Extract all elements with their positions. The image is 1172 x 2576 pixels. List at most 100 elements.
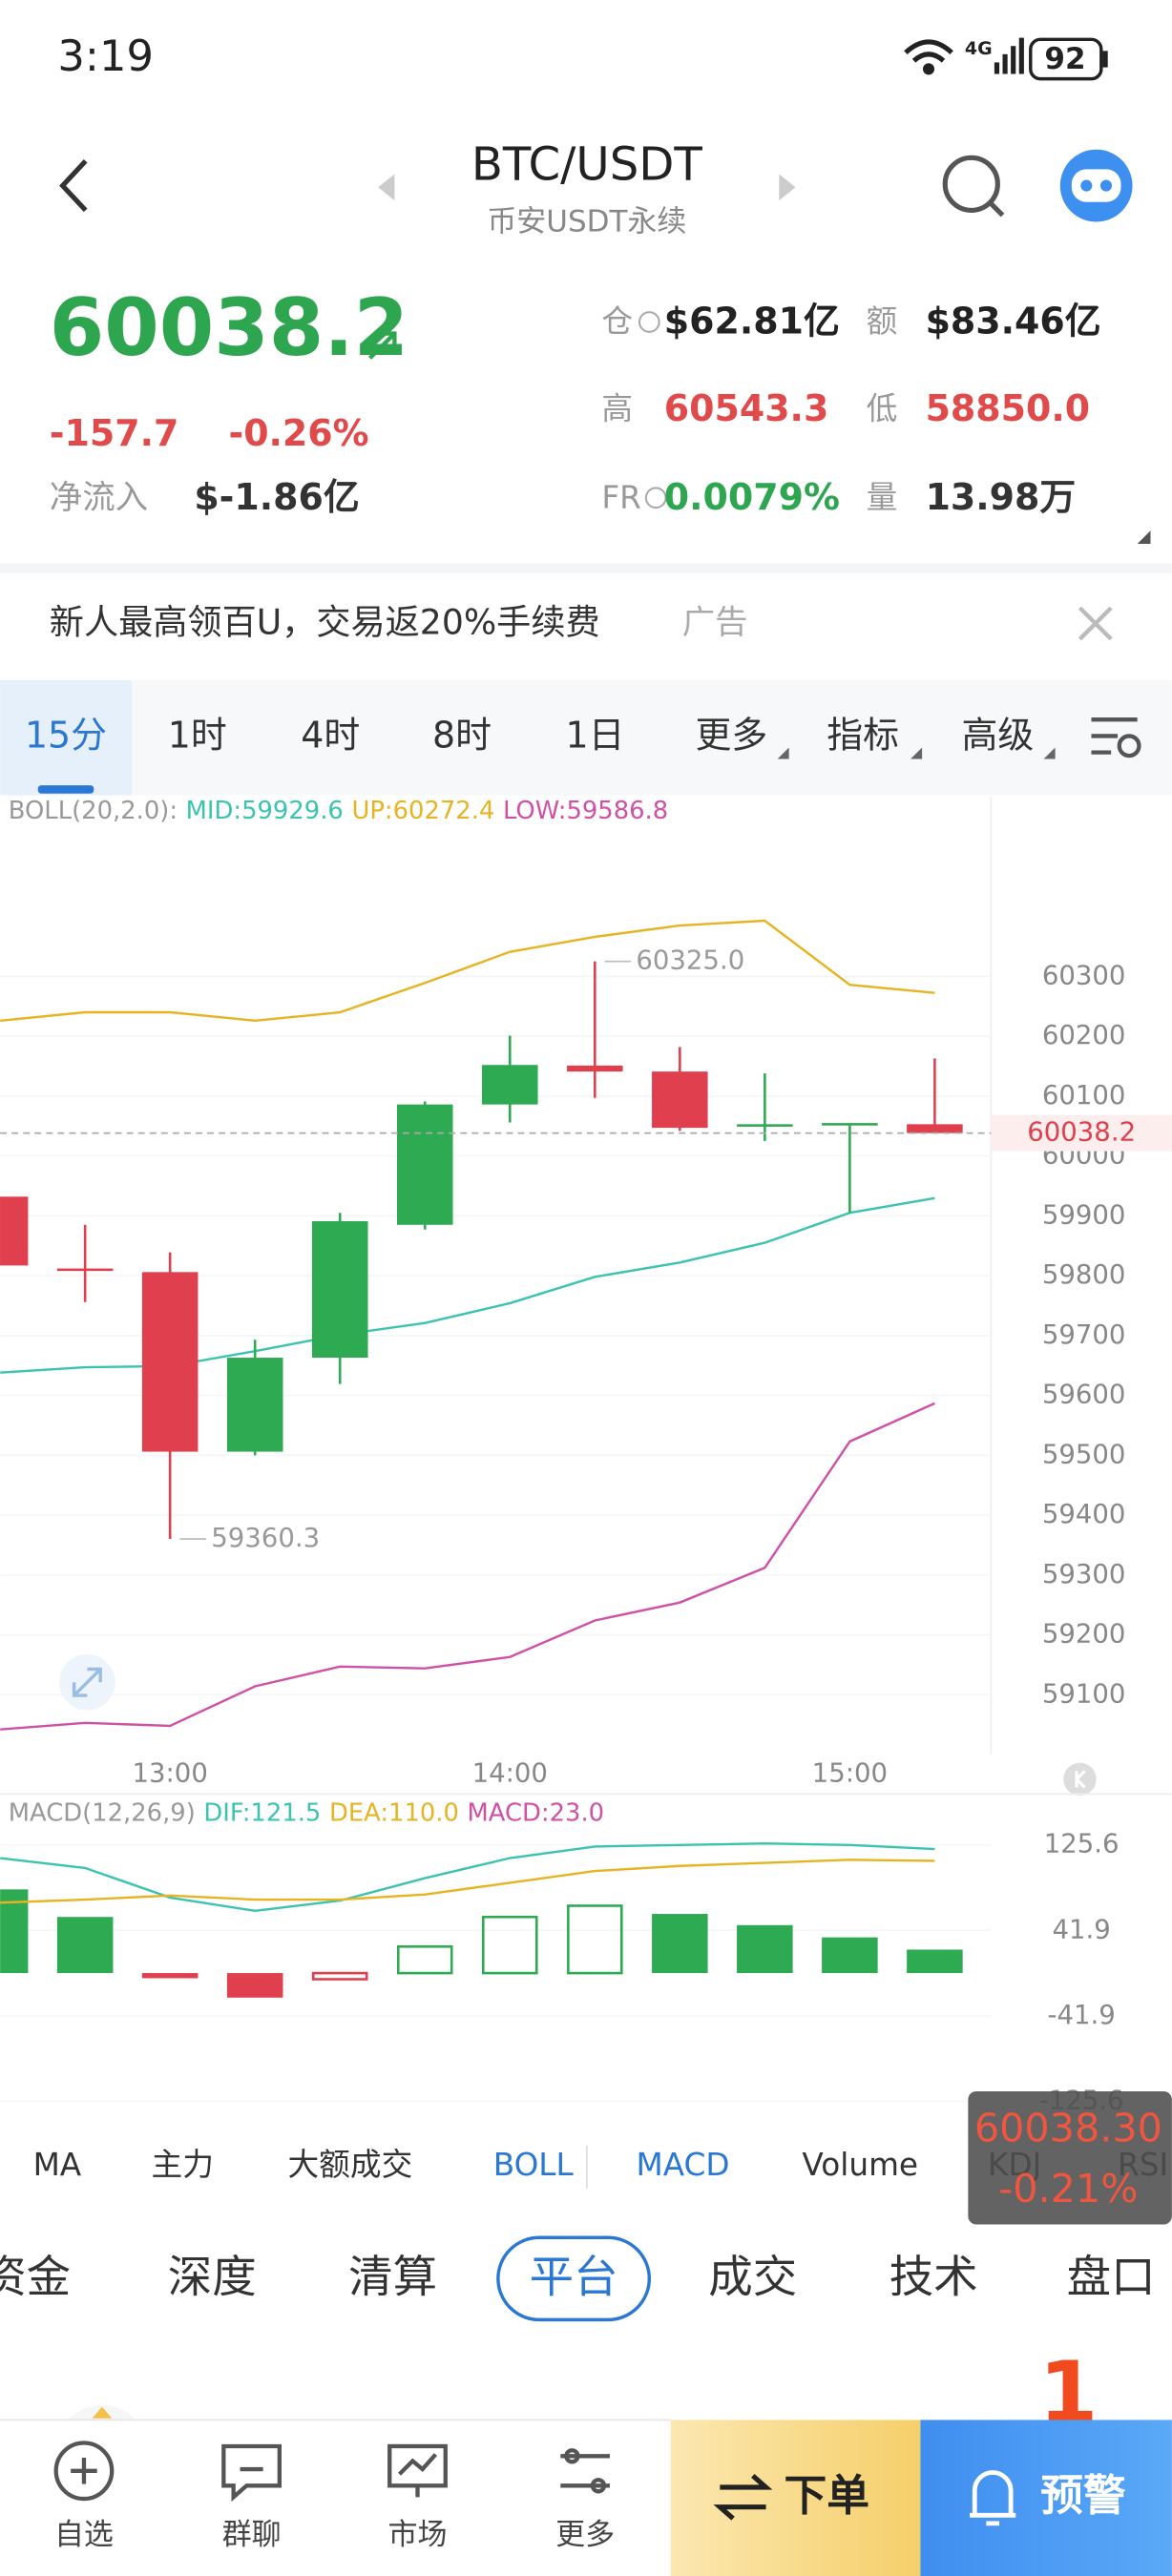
alert-button[interactable] [920,2420,1172,2576]
candle-body [822,1123,878,1126]
next-symbol[interactable] [779,174,796,201]
timeframe-tab[interactable]: 高级 [961,715,1034,757]
timeframe-tab[interactable]: 8时 [432,715,492,757]
wifi-icon [904,39,953,75]
stat-label: 仓 [601,303,633,340]
y-tick-label: 41.9 [1052,1914,1110,1944]
legend-entry: UP:60272.4 [351,797,494,825]
nav-label[interactable]: 市场 [388,2518,448,2552]
macd-bar [56,1917,114,1974]
nav-icon[interactable] [53,2441,115,2502]
stat-label: FR [601,479,641,515]
info-icon[interactable] [638,311,660,333]
timeframe-bar [0,679,1172,796]
last-price-tag [991,1114,1172,1152]
price-popup: 60038.30 -0.21% [968,2091,1172,2225]
network-type: 4G [965,38,993,59]
kline-plot [0,919,963,1731]
section-tab[interactable]: 成交 [708,2252,797,2303]
nav-label[interactable]: 自选 [54,2518,114,2552]
stat-label: 低 [867,390,898,426]
macd-bar [311,1971,368,1981]
y-tick-label: 59800 [1042,1259,1126,1290]
candle-body [482,1065,538,1105]
ad-close[interactable] [1078,606,1113,641]
nav-icon[interactable] [221,2443,283,2503]
indicator-tab[interactable]: Volume [802,2147,918,2183]
ad-banner[interactable]: 新人最高领百U，交易返20%手续费 广告 [50,601,1113,642]
x-tick-label: 14:00 [472,1758,548,1789]
section-tab[interactable]: 技术 [889,2252,978,2303]
net-inflow-label: 净流入 [50,479,148,517]
stat-value: 60543.3 [664,387,829,429]
timeframe-tab[interactable]: 15分 [25,715,107,757]
prev-symbol[interactable] [378,174,395,201]
battery-tip [1102,51,1108,68]
fullscreen-button[interactable] [59,1653,115,1711]
boll-line [0,1196,935,1374]
chart-settings[interactable] [1091,717,1141,758]
y-tick-label: 60300 [1042,960,1126,990]
legend-entry: DIF:121.5 [203,1799,321,1828]
boll-line [0,1402,935,1731]
stat-value: 13.98万 [926,476,1077,518]
legend-title: BOLL(20,2.0): [9,797,178,825]
search-button[interactable] [942,155,1005,218]
nav-icon[interactable] [560,2448,610,2494]
y-tick-label: 125.6 [1044,1829,1120,1859]
section-tab[interactable]: 盘口 [1067,2252,1156,2303]
nav-icon[interactable] [387,2443,448,2498]
indicator-tab[interactable]: 主力 [152,2147,214,2183]
order-button[interactable] [670,2420,921,2576]
scroll-latest[interactable] [1063,1762,1097,1797]
section-selected [496,2235,652,2322]
y-tick-label: -41.9 [1048,2000,1116,2030]
timeframe-tab[interactable]: 指标 [827,715,899,757]
alert-label[interactable]: 预警 [1040,2470,1126,2521]
ad-text[interactable]: 新人最高领百U，交易返20%手续费 [50,601,600,642]
y-tick-label: 59900 [1042,1199,1126,1230]
info-icon[interactable] [644,487,667,509]
nav-label[interactable]: 群聊 [222,2518,282,2552]
stat-value: $62.81亿 [664,301,840,343]
indicator-tab[interactable]: BOLL [493,2147,575,2183]
section-tab[interactable]: 深度 [168,2252,257,2303]
stat-label: 额 [867,303,898,340]
section-tab[interactable]: 清算 [348,2252,437,2303]
timeframe-tab[interactable]: 4时 [301,715,360,757]
legend-entry: DEA:110.0 [329,1799,459,1828]
order-label[interactable]: 下单 [784,2470,869,2521]
candle-body [56,1268,114,1272]
trend-arrow [368,331,397,360]
macd-plot [0,1842,963,1998]
macd-bar [907,1949,963,1974]
section-tab[interactable]: 平台 [530,2252,618,2303]
y-tick-label: 59700 [1042,1319,1126,1350]
ticker: 60038.2 -157.7 -0.26% 净流入 $-1.86亿 仓 $62.… [50,282,1151,544]
indicator-tab[interactable]: MA [33,2147,82,2183]
timeframe-underline [37,785,94,794]
timeframe-tab[interactable]: 1日 [565,715,624,757]
macd-legend: MACD(12,26,9) DIF:121.5 DEA:110.0 MACD:23.0 [9,1799,604,1828]
indicator-tab[interactable]: 大额成交 [287,2147,412,2183]
y-tick-label: 59600 [1042,1380,1126,1410]
timeframe-tab[interactable]: 更多 [696,715,768,757]
bottom-nav: 自选 群聊 市场 更多 下单 预警 [0,2419,1172,2576]
stat-label: 高 [601,390,633,426]
boll-line [0,919,935,1023]
indicator-tab[interactable]: MACD [637,2147,730,2183]
separator [0,563,1172,573]
symbol-title[interactable]: BTC/USDT [471,138,703,192]
expand-corner[interactable] [1137,530,1151,544]
candle-body [396,1104,453,1225]
assistant-button[interactable] [1059,149,1133,222]
avatar-crown [92,2406,113,2419]
section-tab[interactable]: 资金 [0,2252,71,2303]
y-tick-label: 59200 [1042,1619,1126,1650]
timeframe-tab[interactable]: 1时 [168,715,227,757]
stat-label: 量 [867,479,898,515]
nav-label[interactable]: 更多 [555,2518,615,2552]
back-button[interactable] [59,158,88,213]
y-tick-label: 59100 [1042,1678,1126,1709]
